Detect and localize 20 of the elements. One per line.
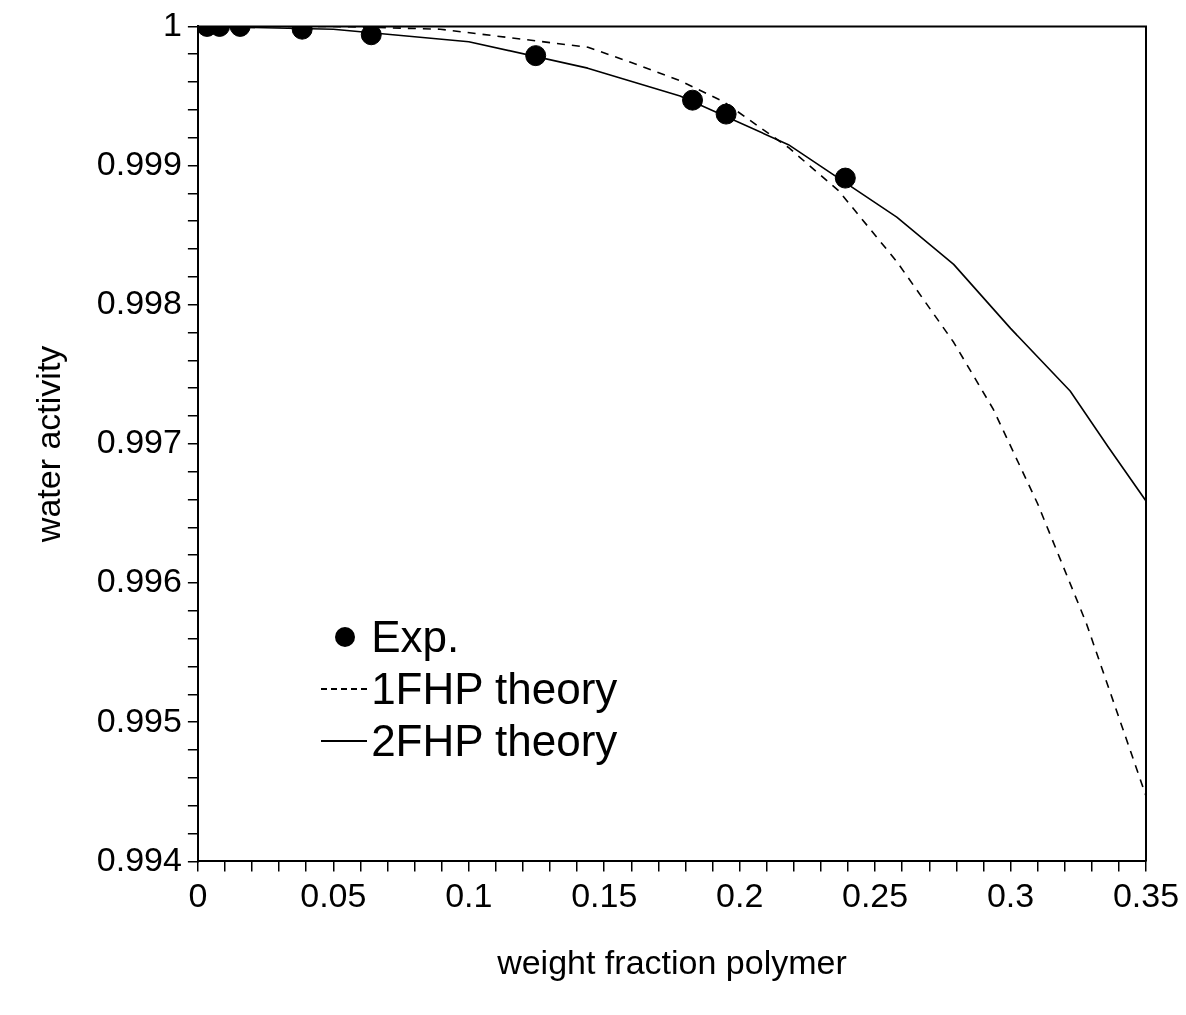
x-tick-label: 0.15 [571,876,638,915]
legend-label: Exp. [371,610,460,663]
y-tick-label: 0.999 [96,143,182,182]
y-tick-label: 0.995 [96,700,182,739]
y-axis-title: water activity [28,345,67,544]
y-tick-label: 0.998 [96,283,182,322]
x-tick-label: 0.25 [842,876,909,915]
x-tick-label: 0 [188,876,208,915]
legend-label: 1FHP theory [371,662,618,715]
y-tick-label: 0.996 [96,561,182,600]
y-tick-label: 0.994 [96,839,182,878]
x-tick-label: 0.35 [1112,876,1180,915]
x-tick-label: 0.1 [445,876,493,915]
x-tick-label: 0.2 [716,876,764,915]
x-axis-title: weight fraction polymer [496,942,847,981]
x-tick-label: 0.05 [300,876,367,915]
y-tick-label: 1 [162,4,182,43]
x-tick-label: 0.3 [986,876,1035,915]
legend-label: 2FHP theory [371,714,618,767]
y-tick-label: 0.997 [96,422,182,461]
